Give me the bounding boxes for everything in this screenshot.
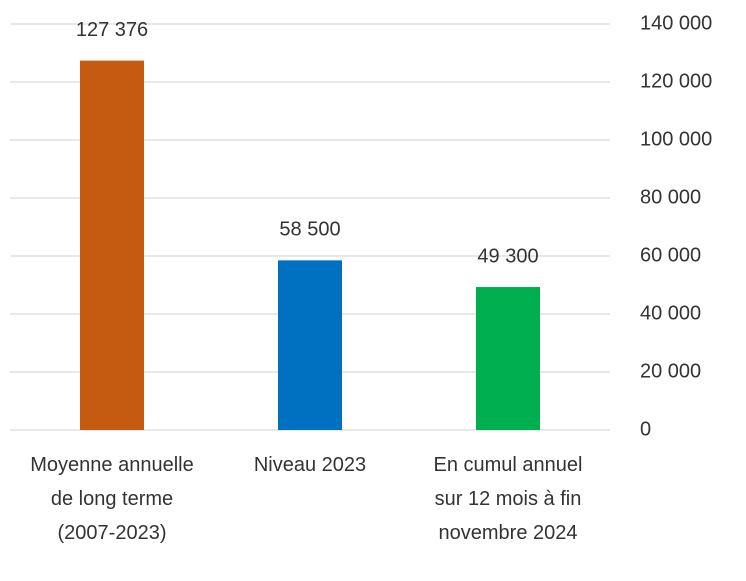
x-tick-label-line: (2007-2023)	[58, 522, 167, 544]
bar	[278, 260, 342, 430]
x-tick-label-line: de long terme	[51, 488, 173, 510]
bar	[476, 287, 540, 430]
x-tick-label-line: novembre 2024	[439, 522, 578, 544]
x-tick-label: En cumul annuel sur 12 mois à fin novembre…	[434, 454, 583, 544]
y-tick-label: 0	[640, 418, 651, 440]
y-tick-label: 80 000	[640, 186, 701, 208]
bar	[80, 60, 144, 431]
data-label: 49 300	[477, 245, 538, 267]
y-tick-label: 40 000	[640, 302, 701, 324]
y-tick-label: 140 000	[640, 12, 712, 34]
x-tick-label-line: Niveau 2023	[254, 454, 366, 476]
x-tick-label-line: En cumul annuel	[434, 454, 583, 476]
y-tick-label: 100 000	[640, 128, 712, 150]
y-tick-label: 60 000	[640, 244, 701, 266]
y-tick-label: 20 000	[640, 360, 701, 382]
x-tick-label: Moyenne annuelle de long terme (2007-2023)	[30, 454, 193, 544]
x-tick-label-line: sur 12 mois à fin	[435, 488, 582, 510]
y-tick-label: 120 000	[640, 70, 712, 92]
x-tick-label-line: Moyenne annuelle	[30, 454, 193, 476]
x-tick-label: Niveau 2023	[254, 454, 366, 476]
data-label: 58 500	[279, 219, 340, 241]
data-label: 127 376	[76, 19, 148, 41]
